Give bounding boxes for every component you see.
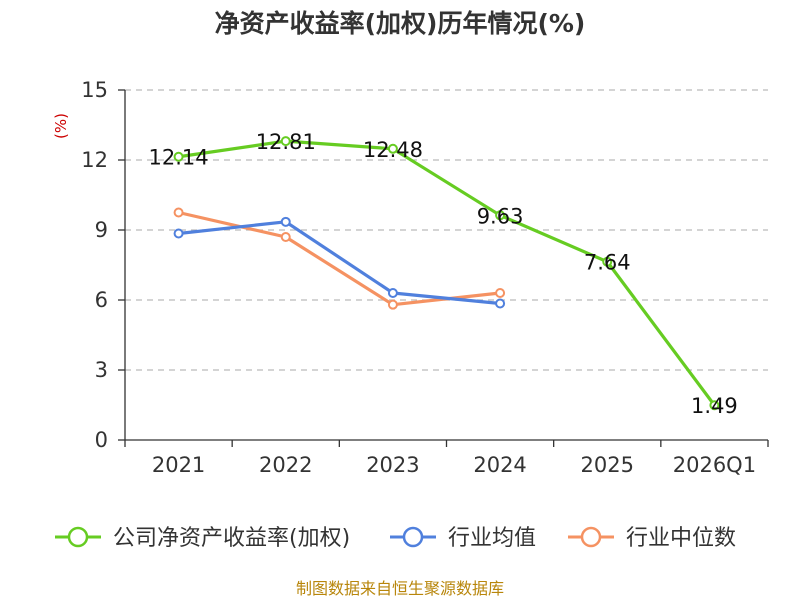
data-point [602, 256, 613, 267]
data-label: 1.49 [691, 394, 738, 418]
y-tick-label: 15 [81, 78, 108, 102]
legend-marker [67, 526, 89, 548]
legend-label: 公司净资产收益率(加权) [113, 526, 350, 551]
legend-marker [402, 526, 424, 548]
y-tick-label: 0 [95, 428, 108, 452]
y-tick-label: 12 [81, 148, 108, 172]
data-point [495, 288, 506, 298]
data-point [495, 210, 506, 221]
data-label: 12.14 [149, 146, 209, 170]
x-tick-label: 2023 [366, 453, 419, 477]
data-point [173, 207, 184, 218]
data-point [387, 288, 398, 298]
source-note: 制图数据来自恒生聚源数据库 [296, 579, 504, 598]
data-point [280, 136, 291, 147]
data-label: 12.48 [363, 138, 423, 162]
data-point [280, 232, 291, 242]
data-label: 7.64 [584, 251, 631, 275]
x-tick-label: 2022 [259, 453, 312, 477]
data-label: 9.63 [477, 204, 524, 228]
x-tick-label: 2024 [473, 453, 526, 477]
y-tick-label: 6 [95, 288, 108, 312]
y-tick-label: 3 [95, 358, 108, 382]
chart-title: 净资产收益率(加权)历年情况(%) [215, 9, 586, 38]
series-line [178, 139, 716, 407]
data-point [709, 400, 720, 411]
data-point [495, 298, 506, 309]
legend-marker [580, 526, 602, 548]
data-label: 12.81 [256, 130, 316, 154]
data-point [280, 216, 291, 227]
data-point [387, 299, 398, 310]
data-point [387, 143, 398, 154]
x-tick-label: 2021 [152, 453, 205, 477]
series-line [178, 220, 501, 306]
x-tick-label: 2026Q1 [673, 453, 756, 477]
series-lines [173, 136, 720, 411]
y-axis-unit: (%) [52, 113, 70, 139]
legend-label: 行业中位数 [626, 526, 736, 551]
data-point [173, 228, 184, 239]
y-tick-labels: 0 3 6 9 12 15 [81, 78, 108, 452]
x-tick-label: 2025 [581, 453, 634, 477]
axes [118, 89, 769, 447]
legend: 公司净资产收益率(加权) 行业均值 行业中位数 [55, 526, 736, 551]
data-point [173, 151, 184, 162]
y-tick-label: 9 [95, 218, 108, 242]
data-labels: 12.14 12.81 12.48 9.63 7.64 1.49 [149, 130, 738, 418]
x-tick-labels: 2021 2022 2023 2024 2025 2026Q1 [152, 453, 756, 477]
legend-label: 行业均值 [448, 526, 536, 551]
